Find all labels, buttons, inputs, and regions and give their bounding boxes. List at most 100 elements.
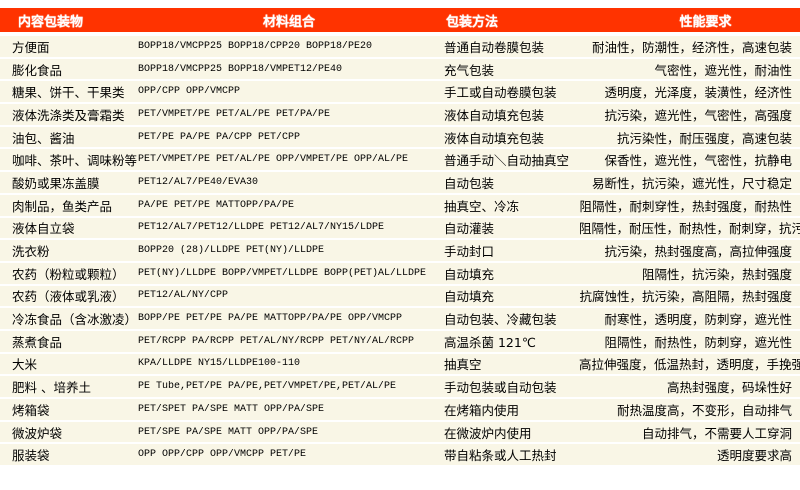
cell-performance: 易断性，抗污染，遮光性，尺寸稳定	[591, 175, 792, 191]
cell-method: 在微波炉内使用	[444, 425, 532, 441]
cell-material: PET/SPET PA/SPE MATT OPP/PA/SPE	[138, 403, 325, 415]
cell-performance: 抗污染，遮光性，气密性，高强度	[604, 107, 792, 123]
cell-method: 自动灌装	[444, 221, 495, 237]
table-row: 咖啡、茶叶、调味粉等 PET/VMPET/PE PET/AL/PE OPP/VMP…	[0, 149, 800, 171]
cell-material: OPP OPP/CPP OPP/VMCPP PET/PE	[138, 449, 307, 461]
cell-method: 高温杀菌 121℃	[444, 334, 536, 350]
cell-method: 充气包装	[444, 62, 495, 78]
cell-performance: 自动排气，不需要人工穿洞	[641, 425, 792, 441]
cell-performance: 抗污染性，耐压强度，高速包装	[616, 130, 792, 146]
cell-material: PET(NY)/LLDPE BOPP/VMPET/LLDPE BOPP(PET)…	[138, 267, 427, 279]
cell-method: 自动包装、冷藏包装	[444, 312, 557, 328]
packaging-table: 内容包装物 材料组合 包装方法 性能要求 方便面 BOPP18/VMCPP25 B…	[0, 8, 800, 467]
cell-method: 普通自动卷膜包装	[444, 39, 545, 55]
table-row: 农药（液体或乳液） PET12/AL/NY/CPP 自动填充 抗腐蚀性，抗污染，高阻隔…	[0, 285, 800, 307]
table-row: 烤箱袋 PET/SPET PA/SPE MATT OPP/PA/SPE 在烤箱内使用…	[0, 399, 800, 420]
cell-item: 蒸煮食品	[12, 334, 63, 350]
cell-item: 膨化食品	[12, 62, 63, 78]
cell-material: PET/SPE PA/SPE MATT OPP/PA/SPE	[138, 426, 319, 438]
cell-method: 液体自动填充包装	[444, 107, 545, 123]
cell-performance: 耐油性，防潮性，经济性，高速包装	[591, 39, 792, 55]
cell-method: 自动填充	[444, 266, 495, 282]
cell-item: 油包、酱油	[12, 130, 75, 146]
cell-method: 抽真空	[444, 357, 482, 373]
cell-material: PET/PE PA/PE PA/CPP PET/CPP	[138, 131, 301, 143]
cell-method: 抽真空、冷冻	[444, 198, 520, 214]
table-row: 蒸煮食品 PET/RCPP PA/RCPP PET/AL/NY/RCPP PET/…	[0, 330, 800, 352]
table-row: 液体自立袋 PET12/AL7/PET12/LLDPE PET12/AL7/NY1…	[0, 217, 800, 239]
cell-performance: 阻隔性，耐压性，耐热性，耐刺穿，抗污染	[579, 221, 800, 237]
table-row: 方便面 BOPP18/VMCPP25 BOPP18/CPP20 BOPP18/PE…	[0, 36, 800, 57]
cell-material: BOPP20 (28)/LLDPE PET(NY)/LLDPE	[138, 245, 325, 257]
cell-material: KPA/LLDPE NY15/LLDPE100-110	[138, 358, 301, 370]
cell-performance: 抗腐蚀性，抗污染，高阻隔，热封强度	[579, 289, 792, 305]
table-row: 油包、酱油 PET/PE PA/PE PA/CPP PET/CPP 液体自动填充包装…	[0, 126, 800, 148]
cell-performance: 透明度要求高	[716, 448, 792, 464]
cell-material: PA/PE PET/PE MATTOPP/PA/PE	[138, 199, 295, 211]
cell-performance: 保香性，遮光性，气密性，抗静电	[604, 153, 792, 169]
cell-item: 大米	[12, 357, 38, 373]
cell-method: 在烤箱内使用	[444, 402, 520, 418]
cell-performance: 耐热温度高，不变形，自动排气	[616, 402, 792, 418]
cell-item: 微波炉袋	[12, 425, 63, 441]
cell-material: PET12/AL7/PE40/EVA30	[138, 176, 259, 188]
cell-performance: 高热封强度，码垛性好	[666, 380, 792, 396]
table-row: 微波炉袋 PET/SPE PA/SPE MATT OPP/PA/SPE 在微波炉内使…	[0, 421, 800, 443]
cell-material: BOPP18/VMCPP25 BOPP18/CPP20 BOPP18/PE20	[138, 40, 373, 52]
cell-material: BOPP/PE PET/PE PA/PE MATTOPP/PA/PE OPP/V…	[138, 313, 403, 325]
table-row: 服装袋 OPP OPP/CPP OPP/VMCPP PET/PE 带自粘条或人工热封…	[0, 444, 800, 466]
cell-material: PET12/AL7/PET12/LLDPE PET12/AL7/NY15/LDP…	[138, 222, 385, 234]
header-materials: 材料组合	[262, 14, 315, 30]
cell-method: 手动包装或自动包装	[444, 380, 557, 396]
cell-item: 冷冻食品（含冰激凌）	[12, 312, 138, 328]
table-row: 酸奶或果冻盖膜 PET12/AL7/PE40/EVA30 自动包装 易断性，抗污染，遮…	[0, 172, 800, 193]
cell-item: 糖果、饼干、干果类	[12, 85, 125, 101]
cell-method: 手工或自动卷膜包装	[444, 85, 557, 101]
cell-item: 液体洗涤类及膏霜类	[12, 107, 125, 123]
cell-material: BOPP18/VMCPP25 BOPP18/VMPET12/PE40	[138, 63, 343, 75]
cell-performance: 阻隔性，抗污染，热封强度	[641, 266, 792, 282]
cell-item: 液体自立袋	[12, 221, 75, 237]
table-row: 农药（粉粒或颗粒） PET(NY)/LLDPE BOPP/VMPET/LLDPE …	[0, 262, 800, 284]
table-row: 糖果、饼干、干果类 OPP/CPP OPP/VMCPP 手工或自动卷膜包装 透明度，光…	[0, 81, 800, 103]
cell-material: OPP/CPP OPP/VMCPP	[138, 86, 241, 98]
cell-item: 酸奶或果冻盖膜	[12, 175, 100, 191]
cell-item: 肉制品，鱼类产品	[12, 198, 113, 214]
table-row: 冷冻食品（含冰激凌） BOPP/PE PET/PE PA/PE MATTOPP/P…	[0, 308, 800, 329]
cell-material: PET/RCPP PA/RCPP PET/AL/NY/RCPP PET/NY/A…	[138, 335, 415, 347]
table-row: 大米 KPA/LLDPE NY15/LLDPE100-110 抽真空 高拉伸强度，低温…	[0, 353, 800, 375]
table-row: 肉制品，鱼类产品 PA/PE PET/PE MATTOPP/PA/PE 抽真空、冷冻…	[0, 194, 800, 216]
cell-material: PE Tube,PET/PE PA/PE,PET/VMPET/PE,PET/AL…	[138, 381, 397, 393]
cell-performance: 阻隔性，耐刺穿性，热封强度，耐热性	[579, 198, 792, 214]
cell-performance: 高拉伸强度，低温热封，透明度，手挽强度高	[579, 357, 800, 373]
cell-item: 服装袋	[12, 448, 50, 464]
cell-item: 农药（粉粒或颗粒）	[12, 266, 125, 282]
cell-material: PET/VMPET/PE PET/AL/PE PET/PA/PE	[138, 108, 331, 120]
cell-item: 方便面	[12, 39, 50, 55]
table-row: 液体洗涤类及膏霜类 PET/VMPET/PE PET/AL/PE PET/PA/P…	[0, 104, 800, 125]
cell-item: 烤箱袋	[12, 402, 50, 418]
cell-performance: 抗污染，热封强度高，高拉伸强度	[604, 244, 792, 260]
cell-method: 手动封口	[444, 244, 495, 260]
cell-performance: 阻隔性，耐热性，防刺穿，遮光性	[604, 334, 792, 350]
cell-method: 带自粘条或人工热封	[444, 448, 557, 464]
cell-material: PET12/AL/NY/CPP	[138, 290, 229, 302]
cell-performance: 透明度，光泽度，装潢性，经济性	[604, 85, 792, 101]
table-body: 方便面 BOPP18/VMCPP25 BOPP18/CPP20 BOPP18/PE…	[0, 36, 800, 466]
cell-method: 普通手动＼自动抽真空	[444, 153, 570, 169]
cell-item: 咖啡、茶叶、调味粉等	[12, 153, 138, 169]
cell-method: 自动包装	[444, 175, 495, 191]
cell-performance: 气密性，遮光性，耐油性	[654, 62, 792, 78]
table-header: 内容包装物 材料组合 包装方法 性能要求	[0, 8, 800, 32]
cell-item: 洗衣粉	[12, 244, 50, 260]
cell-performance: 耐寒性，透明度，防刺穿，遮光性	[604, 312, 792, 328]
table-row: 肥料 、培养土 PE Tube,PET/PE PA/PE,PET/VMPET/PE…	[0, 376, 800, 397]
table-row: 洗衣粉 BOPP20 (28)/LLDPE PET(NY)/LLDPE 手动封口 抗污…	[0, 240, 800, 261]
cell-item: 农药（液体或乳液）	[12, 289, 125, 305]
header-performance: 性能要求	[679, 14, 732, 30]
header-contents: 内容包装物	[18, 14, 84, 30]
table-row: 膨化食品 BOPP18/VMCPP25 BOPP18/VMPET12/PE40 充气…	[0, 58, 800, 80]
cell-method: 自动填充	[444, 289, 495, 305]
cell-method: 液体自动填充包装	[444, 130, 545, 146]
header-method: 包装方法	[446, 14, 499, 30]
